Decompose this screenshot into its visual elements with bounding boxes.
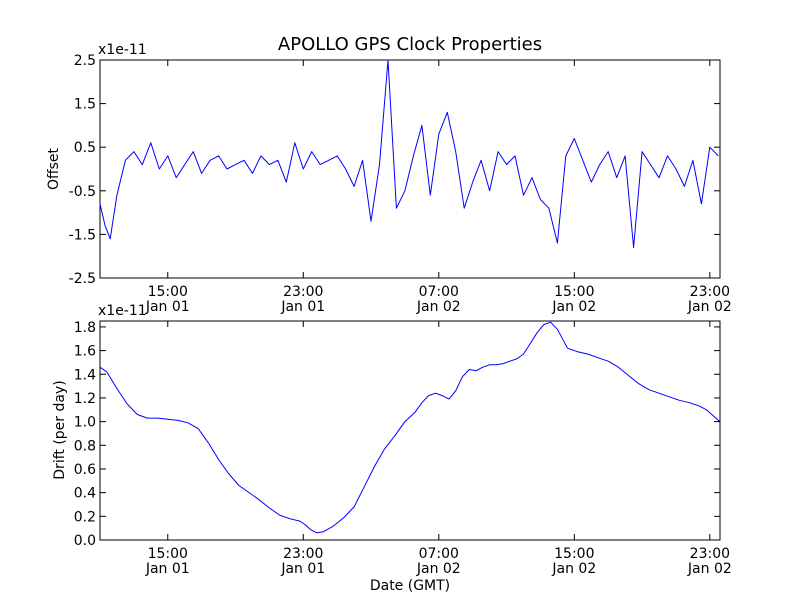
drift-xtick-date: Jan 01 [280, 561, 325, 577]
drift-xtick-time: 15:00 [148, 546, 188, 562]
drift-ytick-label: 1.8 [74, 320, 96, 336]
offset-series-line [99, 59, 719, 248]
offset-xtick-time: 23:00 [690, 284, 730, 300]
drift-ytick-label: 1.0 [74, 415, 96, 431]
offset-xtick-time: 15:00 [148, 284, 188, 300]
drift-ytick-label: 0.8 [74, 438, 96, 454]
drift-series-line [99, 321, 721, 534]
drift-xtick-time: 23:00 [690, 546, 730, 562]
drift-xtick-date: Jan 02 [416, 561, 461, 577]
drift-ytick-label: 1.2 [74, 391, 96, 407]
drift-ytick-label: 1.4 [74, 367, 96, 383]
drift-ytick-label: 0.6 [74, 462, 96, 478]
offset-ylabel: Offset [46, 147, 62, 190]
offset-xtick-date: Jan 01 [145, 299, 190, 315]
drift-xtick-date: Jan 01 [145, 561, 190, 577]
drift-xtick-time: 07:00 [419, 546, 459, 562]
drift-xtick-time: 15:00 [554, 546, 594, 562]
drift-xtick-date: Jan 02 [551, 561, 596, 577]
offset-ytick-label: 2.5 [74, 53, 96, 69]
offset-ytick-label: -1.5 [69, 227, 96, 243]
drift-multiplier: x1e-11 [98, 303, 147, 319]
drift-ytick-label: 1.6 [74, 344, 96, 360]
drift-ytick-label: 0.4 [74, 486, 96, 502]
drift-xtick-time: 23:00 [283, 546, 323, 562]
drift-ylabel: Drift (per day) [52, 380, 68, 479]
chart-title: APOLLO GPS Clock Properties [278, 34, 542, 55]
offset-ytick-label: -0.5 [69, 184, 96, 200]
drift-ytick-label: 0.2 [74, 509, 96, 525]
drift-xtick-date: Jan 02 [687, 561, 732, 577]
offset-ytick-label: -2.5 [69, 271, 96, 287]
offset-xtick-time: 07:00 [419, 284, 459, 300]
offset-multiplier: x1e-11 [98, 42, 147, 58]
offset-xtick-time: 23:00 [283, 284, 323, 300]
offset-xtick-date: Jan 02 [551, 299, 596, 315]
offset-ytick-label: 0.5 [74, 140, 96, 156]
offset-xtick-date: Jan 02 [416, 299, 461, 315]
offset-xtick-date: Jan 01 [280, 299, 325, 315]
offset-xtick-time: 15:00 [554, 284, 594, 300]
drift-ytick-label: 0.0 [74, 533, 96, 549]
offset-ytick-label: 1.5 [74, 97, 96, 113]
drift-xlabel: Date (GMT) [370, 578, 450, 594]
offset-xtick-date: Jan 02 [687, 299, 732, 315]
drift-plot-area [99, 320, 721, 541]
